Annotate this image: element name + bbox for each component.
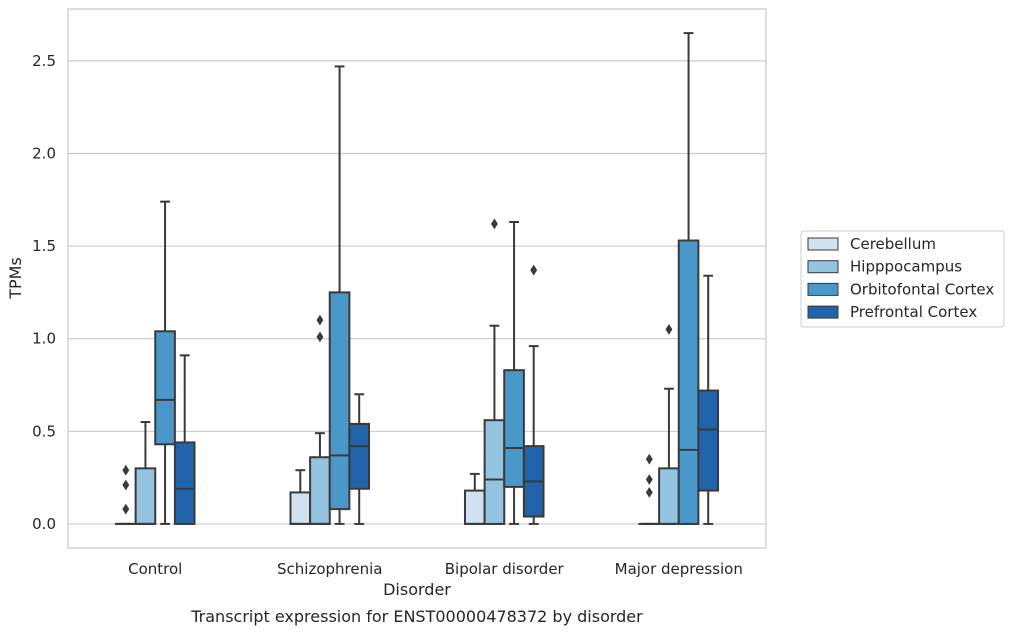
box-iqr: [463, 489, 486, 525]
box-cerebellum-0: [114, 464, 137, 525]
box-prefrontal-cortex-3: [697, 274, 720, 525]
outlier-point: [645, 474, 653, 485]
outlier-point: [316, 314, 324, 326]
legend-swatch: [807, 282, 839, 296]
legend-label: Cerebellum: [850, 235, 936, 253]
box-cerebellum-2: [463, 472, 486, 525]
x-axis-title: Disorder: [383, 580, 451, 599]
box-hipppocampus-1: [309, 314, 331, 525]
box-iqr: [697, 389, 720, 492]
y-tick-label: 1.0: [32, 330, 56, 348]
legend-label: Prefrontal Cortex: [850, 303, 977, 321]
box-iqr: [658, 467, 680, 525]
outlier-point: [645, 453, 653, 465]
box-orbitofontal-cortex-1: [328, 65, 351, 525]
legend: Cerebellum Hipppocampus Orbitofontal Corte…: [800, 230, 1005, 328]
y-tick-labels: 0.0 0.5 1.0 1.5 2.0 2.5: [32, 52, 56, 533]
legend-label: Hipppocampus: [850, 258, 962, 276]
box-hipppocampus-0: [134, 421, 157, 525]
y-tick-label: 0.0: [32, 515, 56, 533]
x-tick-label: Control: [128, 560, 182, 578]
x-tick-label: Major depression: [615, 560, 743, 578]
box-prefrontal-cortex-2: [522, 264, 545, 525]
box-prefrontal-cortex-0: [173, 354, 196, 525]
x-tick-label: Bipolar disorder: [445, 560, 565, 578]
box-iqr: [134, 467, 157, 525]
outlier-point: [530, 264, 538, 276]
chart-caption: Transcript expression for ENST0000047837…: [190, 607, 643, 626]
box-iqr: [289, 491, 312, 525]
legend-label: Orbitofontal Cortex: [850, 280, 994, 298]
outlier-point: [490, 218, 498, 230]
legend-swatch: [807, 305, 839, 319]
outlier-point: [122, 503, 130, 515]
box-orbitofontal-cortex-2: [503, 221, 525, 525]
box-iqr: [328, 291, 351, 511]
y-tick-label: 0.5: [32, 422, 56, 440]
box-iqr: [173, 441, 196, 525]
y-tick-label: 2.0: [32, 144, 56, 162]
legend-frame: [800, 230, 1005, 328]
outlier-point: [316, 331, 324, 343]
box-iqr: [348, 422, 371, 490]
x-tick-labels: Control Schizophrenia Bipolar disorder Majo…: [128, 560, 743, 578]
box-iqr: [503, 369, 525, 488]
y-tick-label: 1.5: [32, 237, 56, 255]
box-cerebellum-1: [289, 469, 312, 525]
y-axis-title: TPMs: [6, 257, 25, 300]
box-orbitofontal-cortex-3: [677, 32, 700, 525]
outlier-point: [122, 464, 130, 476]
legend-swatch: [807, 237, 839, 251]
y-tick-label: 2.5: [32, 52, 56, 70]
box-prefrontal-cortex-1: [348, 393, 371, 525]
box-iqr: [309, 456, 331, 525]
legend-items: Cerebellum Hipppocampus Orbitofontal Corte…: [807, 235, 994, 321]
boxes-layer: [114, 32, 720, 525]
outlier-point: [665, 324, 673, 335]
outlier-point: [122, 479, 130, 491]
box-iqr: [483, 419, 506, 525]
outlier-point: [645, 487, 653, 498]
box-orbitofontal-cortex-0: [154, 200, 176, 525]
box-iqr: [154, 330, 176, 446]
box-hipppocampus-3: [658, 324, 680, 525]
x-tick-label: Schizophrenia: [277, 560, 382, 578]
box-iqr: [677, 239, 700, 525]
plot-area: [67, 8, 767, 549]
legend-swatch: [807, 260, 839, 274]
